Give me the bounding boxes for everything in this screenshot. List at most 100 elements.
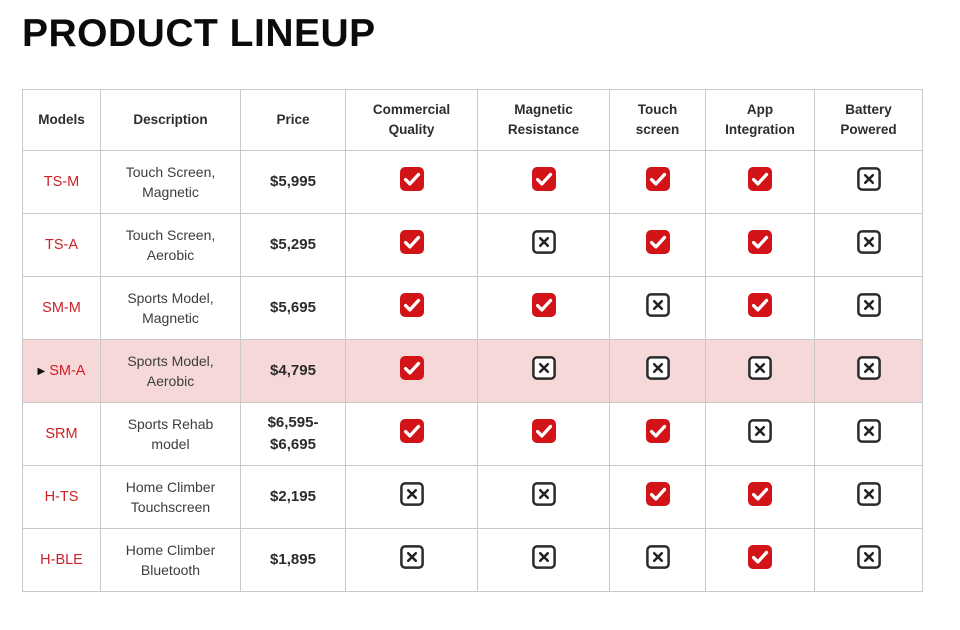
cross-icon xyxy=(748,356,772,381)
feature-cell xyxy=(609,464,706,529)
feature-cell xyxy=(477,275,610,340)
feature-cell xyxy=(345,401,478,466)
table-row-sm-m: SM-M Sports Model, Magnetic $5,695 xyxy=(22,275,923,340)
feature-cell xyxy=(705,338,815,403)
table-header: Models Description Price Commercial Qual… xyxy=(22,88,923,151)
feature-cell xyxy=(814,338,923,403)
cross-icon xyxy=(399,482,424,507)
feature-cell xyxy=(814,275,923,340)
check-icon xyxy=(645,230,670,255)
model-label: H-BLE xyxy=(40,551,83,568)
price-cell: $1,895 xyxy=(240,527,346,592)
feature-cell xyxy=(345,149,478,214)
model-cell: TS-A xyxy=(22,212,101,277)
cross-icon xyxy=(856,230,881,255)
feature-cell xyxy=(477,527,610,592)
check-icon xyxy=(399,419,424,444)
cross-icon xyxy=(645,356,670,381)
feature-cell xyxy=(345,212,478,277)
check-icon xyxy=(645,167,670,192)
feature-cell xyxy=(705,149,815,214)
model-cell: SRM xyxy=(22,401,101,466)
table-body: TS-M Touch Screen, Magnetic $5,995 TS-A Touc… xyxy=(22,149,923,592)
model-cell: SM-M xyxy=(22,275,101,340)
check-icon xyxy=(531,293,556,318)
description-cell: Home Climber Touchscreen xyxy=(100,464,241,529)
model-label: H-TS xyxy=(44,488,79,505)
price-cell: $2,195 xyxy=(240,464,346,529)
header-battery-powered: Battery Powered xyxy=(814,88,923,151)
feature-cell xyxy=(814,527,923,592)
cross-icon xyxy=(856,419,881,444)
cross-icon xyxy=(645,545,670,570)
check-icon xyxy=(748,167,772,192)
description-cell: Touch Screen, Aerobic xyxy=(100,212,241,277)
price-cell: $5,995 xyxy=(240,149,346,214)
feature-cell xyxy=(705,464,815,529)
feature-cell xyxy=(705,527,815,592)
feature-cell xyxy=(477,149,610,214)
description-cell: Touch Screen, Magnetic xyxy=(100,149,241,214)
cross-icon xyxy=(856,545,881,570)
model-label: TS-M xyxy=(43,173,80,190)
feature-cell xyxy=(705,212,815,277)
check-icon xyxy=(399,230,424,255)
cross-icon xyxy=(856,293,881,318)
header-magnetic-resistance: Magnetic Resistance xyxy=(477,88,610,151)
feature-cell xyxy=(814,212,923,277)
table-row-ts-a: TS-A Touch Screen, Aerobic $5,295 xyxy=(22,212,923,277)
feature-cell xyxy=(609,212,706,277)
cross-icon xyxy=(856,167,881,192)
header-row: Models Description Price Commercial Qual… xyxy=(22,88,923,151)
description-cell: Sports Model, Aerobic xyxy=(100,338,241,403)
check-icon xyxy=(531,167,556,192)
check-icon xyxy=(531,419,556,444)
cross-icon xyxy=(531,230,556,255)
table-row-h-ts: H-TS Home Climber Touchscreen $2,195 xyxy=(22,464,923,529)
feature-cell xyxy=(814,149,923,214)
feature-cell xyxy=(477,338,610,403)
page: PRODUCT LINEUP Models Description Price … xyxy=(22,12,923,592)
model-label: SM-M xyxy=(42,299,81,316)
description-cell: Sports Model, Magnetic xyxy=(100,275,241,340)
feature-cell xyxy=(609,527,706,592)
cross-icon xyxy=(856,356,881,381)
cross-icon xyxy=(399,545,424,570)
price-cell: $5,295 xyxy=(240,212,346,277)
feature-cell xyxy=(609,149,706,214)
table-row-ts-m: TS-M Touch Screen, Magnetic $5,995 xyxy=(22,149,923,214)
model-label: SRM xyxy=(45,425,78,442)
feature-cell xyxy=(345,527,478,592)
feature-cell xyxy=(814,401,923,466)
description-cell: Sports Rehab model xyxy=(100,401,241,466)
check-icon xyxy=(748,230,772,255)
cross-icon xyxy=(531,482,556,507)
feature-cell xyxy=(345,275,478,340)
cross-icon xyxy=(531,545,556,570)
feature-cell xyxy=(477,212,610,277)
model-cell: TS-M xyxy=(22,149,101,214)
price-cell: $4,795 xyxy=(240,338,346,403)
cross-icon xyxy=(531,356,556,381)
check-icon xyxy=(645,482,670,507)
feature-cell xyxy=(345,338,478,403)
feature-cell xyxy=(477,401,610,466)
price-cell: $5,695 xyxy=(240,275,346,340)
header-models: Models xyxy=(22,88,101,151)
model-label: SM-A xyxy=(49,362,86,379)
check-icon xyxy=(645,419,670,444)
model-cell: H-BLE xyxy=(22,527,101,592)
feature-cell xyxy=(705,275,815,340)
feature-cell xyxy=(477,464,610,529)
price-cell: $6,595- $6,695 xyxy=(240,401,346,466)
table-row-srm: SRM Sports Rehab model $6,595- $6,695 xyxy=(22,401,923,466)
model-cell: H-TS xyxy=(22,464,101,529)
check-icon xyxy=(748,545,772,570)
product-lineup-table: Models Description Price Commercial Qual… xyxy=(22,88,923,592)
header-price: Price xyxy=(240,88,346,151)
check-icon xyxy=(399,293,424,318)
header-commercial-quality: Commercial Quality xyxy=(345,88,478,151)
check-icon xyxy=(399,167,424,192)
page-title: PRODUCT LINEUP xyxy=(22,12,376,55)
cross-icon xyxy=(748,419,772,444)
